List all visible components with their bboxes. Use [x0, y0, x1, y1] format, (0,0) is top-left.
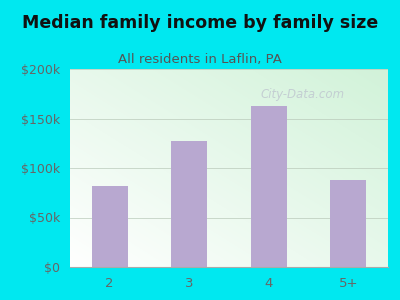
Bar — [251, 106, 287, 267]
Text: All residents in Laflin, PA: All residents in Laflin, PA — [118, 52, 282, 65]
Text: Median family income by family size: Median family income by family size — [22, 14, 378, 32]
Bar — [330, 180, 366, 267]
Bar — [92, 186, 128, 267]
Text: City-Data.com: City-Data.com — [260, 88, 344, 101]
Bar — [171, 141, 207, 267]
